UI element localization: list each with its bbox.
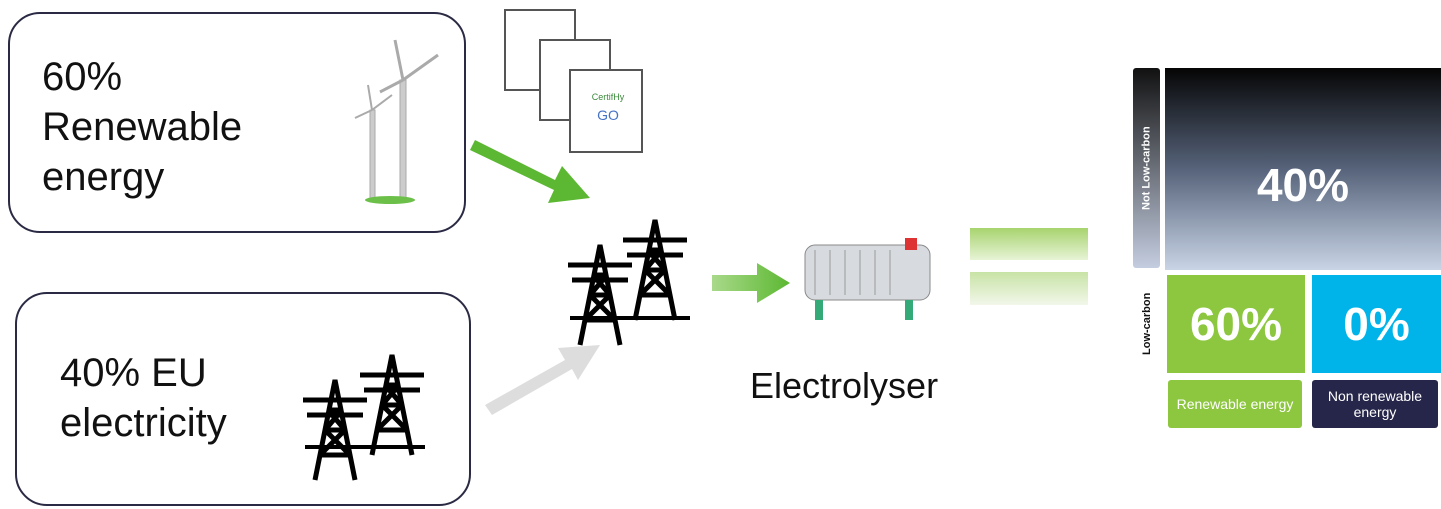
equals-bar: [970, 272, 1088, 305]
cell-value: 40%: [1256, 159, 1350, 211]
column-label: Non renewable energy: [1312, 380, 1438, 428]
cell-top: [1165, 68, 1441, 270]
cert-label: GO: [597, 107, 619, 123]
certificates: [504, 9, 643, 153]
gray-arrow: [485, 345, 600, 415]
cell-value: 0%: [1343, 298, 1410, 350]
green-arrow: [470, 140, 590, 203]
wind-turbines: [354, 39, 439, 204]
electrolyser-icon: [804, 238, 931, 320]
cert-brand: CertifHy: [592, 92, 625, 102]
center-pylon: [568, 220, 690, 345]
row-header: [1133, 68, 1160, 268]
arrow-to-electrolyser: [712, 263, 790, 303]
equals-bar: [970, 228, 1088, 260]
cell-nonrenewable: [1312, 275, 1441, 373]
cell-renewable: [1167, 275, 1305, 373]
row-label: Low-carbon: [1133, 278, 1161, 370]
row-label: Not Low-carbon: [1140, 126, 1153, 210]
column-label: Renewable energy: [1168, 380, 1302, 428]
cell-value: 60%: [1189, 298, 1283, 350]
source-label: 40% EU electricity: [60, 351, 227, 445]
source-label: 60% Renewable energy: [42, 55, 243, 199]
electrolyser-label: Electrolyser: [750, 365, 939, 406]
grid-pylon: [303, 355, 425, 480]
